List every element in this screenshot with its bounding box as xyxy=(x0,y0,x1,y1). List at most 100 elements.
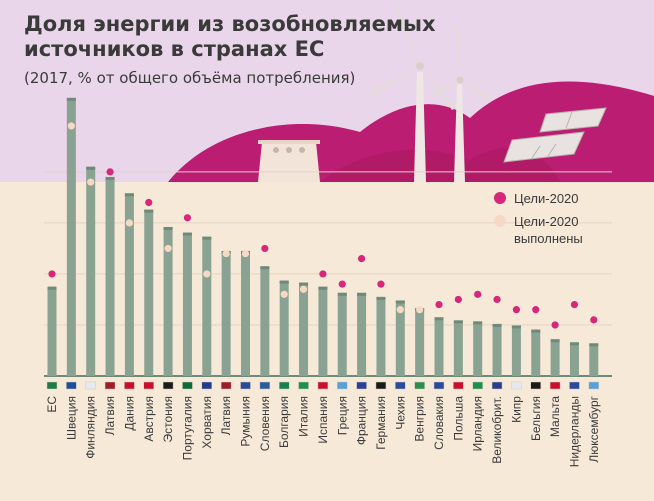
flag-icon xyxy=(298,381,309,390)
bar-cap xyxy=(589,343,599,347)
target-dot xyxy=(474,290,482,298)
target-dot xyxy=(338,280,346,288)
bar-cap xyxy=(182,232,192,236)
target-dot xyxy=(512,306,521,314)
category-label: ЕС xyxy=(45,396,59,413)
bar xyxy=(105,176,115,376)
category-label: Венгрия xyxy=(413,396,427,442)
category-label: Хорватия xyxy=(200,396,214,449)
category-label: Мальта xyxy=(548,396,562,437)
legend-target-label: Цели-2020 xyxy=(514,191,579,206)
flag-icon xyxy=(143,381,154,390)
bar xyxy=(299,282,309,376)
bar xyxy=(163,226,173,376)
target-met-dot xyxy=(280,290,288,298)
target-dot xyxy=(358,255,366,263)
legend: Цели-2020 Цели-2020 выполнены xyxy=(494,190,583,253)
category-labels: ЕС Швеция Финляндия Латвия Дания Австрия Эстон… xyxy=(45,395,601,467)
category-label: Кипр xyxy=(509,396,523,423)
bar-cap xyxy=(318,286,328,290)
target-dot xyxy=(106,168,114,176)
flag-icon xyxy=(549,381,561,390)
target-dot xyxy=(377,280,385,288)
bar-cap xyxy=(376,296,386,300)
target-dot xyxy=(145,198,153,207)
bar-cap xyxy=(124,193,134,197)
bar xyxy=(473,321,483,376)
category-label: Португалия xyxy=(180,396,194,460)
legend-met-label-2: выполнены xyxy=(514,231,583,246)
flag-icon xyxy=(472,381,483,390)
bar xyxy=(86,166,96,376)
flag-icon xyxy=(104,381,116,390)
bar xyxy=(589,343,599,376)
bar xyxy=(202,236,212,376)
bar xyxy=(531,329,541,376)
flag-icon xyxy=(182,381,193,390)
bar xyxy=(47,286,57,376)
bar-cap xyxy=(550,339,560,343)
bar xyxy=(357,292,367,376)
category-label: Финляндия xyxy=(84,396,98,459)
bar-cap xyxy=(144,209,154,213)
category-label: Бельгия xyxy=(529,396,543,441)
bars xyxy=(47,97,599,377)
target-dots xyxy=(48,122,598,329)
bar xyxy=(492,323,502,376)
wind-turbine-small xyxy=(432,28,490,182)
legend-item-met: Цели-2020 выполнены xyxy=(494,213,583,247)
bar-cap xyxy=(473,321,483,325)
legend-met-label-1: Цели-2020 xyxy=(514,214,579,229)
bar-cap xyxy=(47,286,57,290)
category-label: Великобрит. xyxy=(490,396,504,464)
target-dot xyxy=(493,295,501,304)
category-label: Нидерланды xyxy=(567,396,581,467)
target-dot xyxy=(570,300,579,309)
bar-cap xyxy=(569,342,579,346)
category-label: Италия xyxy=(297,396,311,437)
target-met-dot xyxy=(203,270,211,278)
bar-cap xyxy=(531,329,541,333)
flag-icon xyxy=(491,381,503,390)
category-label: Греция xyxy=(335,396,349,435)
category-label: Румыния xyxy=(239,396,253,447)
flag-icon xyxy=(433,381,445,390)
category-label: Латвия xyxy=(103,396,117,435)
category-label: Болгария xyxy=(277,396,291,448)
flag-icon xyxy=(220,381,232,390)
category-label: Испания xyxy=(316,396,330,444)
flag-icon xyxy=(201,381,213,390)
bar xyxy=(221,250,231,376)
flag-icon xyxy=(453,381,464,390)
target-met-dot xyxy=(241,249,250,258)
gridlines xyxy=(44,171,612,377)
target-met-dot xyxy=(67,122,75,130)
flag-icon xyxy=(375,381,387,390)
category-label: Словакия xyxy=(432,396,446,450)
bar-cap xyxy=(492,323,502,327)
flag-icon xyxy=(278,381,290,390)
category-label: Эстония xyxy=(161,396,175,443)
target-met-dot xyxy=(396,306,404,314)
bar xyxy=(395,300,405,376)
category-label: Польша xyxy=(451,396,465,441)
target-met-dot xyxy=(222,249,230,258)
met-dot-icon xyxy=(494,215,506,227)
target-met-dot xyxy=(416,306,424,314)
flag-icon xyxy=(414,381,425,390)
flag-icon xyxy=(124,381,135,390)
bar-cap xyxy=(279,280,289,284)
target-met-dot xyxy=(125,219,133,227)
bar xyxy=(569,342,579,376)
target-dot xyxy=(551,321,559,329)
flag-icon xyxy=(356,381,367,390)
bar xyxy=(124,193,134,376)
category-label: Австрия xyxy=(142,396,156,442)
bar-cap xyxy=(163,226,173,230)
target-met-dot xyxy=(299,285,308,293)
category-label: Словения xyxy=(258,396,272,451)
category-label: Чехия xyxy=(393,396,407,430)
target-dot-icon xyxy=(494,192,506,204)
